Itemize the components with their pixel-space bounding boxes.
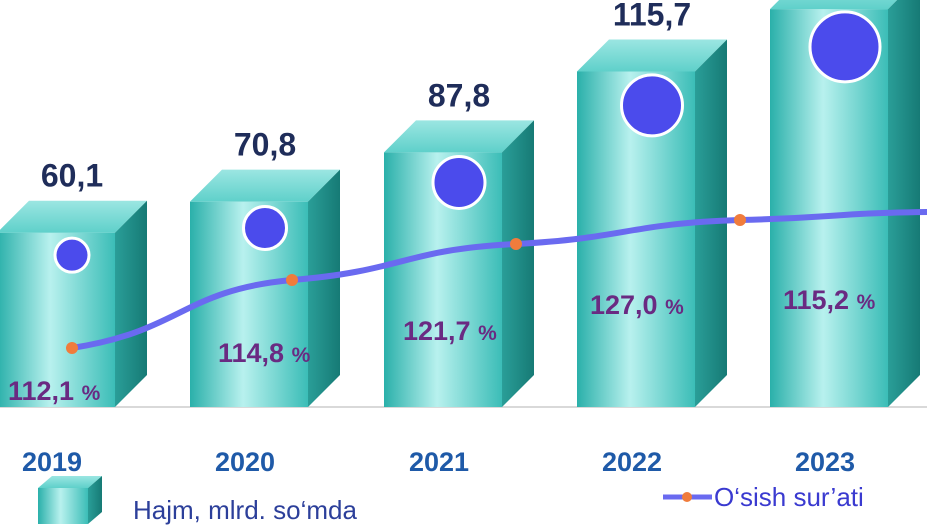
growth-label-2019: 112,1 %	[8, 376, 101, 406]
bars-group	[0, 0, 920, 408]
x-tick-label-2019: 2019	[22, 447, 82, 477]
bar-value-label-2019: 60,1	[41, 158, 103, 194]
legend: Hajm, mlrd. so‘mda O‘sish sur’ati	[38, 476, 864, 525]
growth-label-2021: 121,7 %	[403, 316, 497, 346]
legend-bar-swatch	[38, 476, 102, 524]
growth-label-2023: 115,2 %	[783, 285, 876, 315]
growth-marker-2020	[286, 274, 298, 286]
legend-line-label: O‘sish sur’ati	[714, 482, 864, 512]
bar-value-label-2020: 70,8	[234, 127, 296, 163]
legend-line-swatch	[663, 492, 712, 502]
x-tick-label-2022: 2022	[602, 447, 662, 477]
growth-bubble-2022	[620, 73, 684, 138]
legend-bar-label: Hajm, mlrd. so‘mda	[133, 495, 357, 525]
bar-value-label-2022: 115,7	[613, 0, 691, 32]
growth-line	[69, 209, 927, 351]
x-tick-label-2021: 2021	[409, 447, 469, 477]
growth-marker-2022	[734, 214, 746, 226]
growth-bubble-2020	[242, 204, 288, 251]
growth-line-group	[53, 10, 927, 354]
x-tick-label-2023: 2023	[795, 447, 855, 477]
growth-label-2020: 114,8 %	[218, 338, 311, 368]
growth-bubble-2019	[53, 236, 91, 274]
growth-bubble-2023	[808, 10, 882, 84]
growth-marker-2019	[66, 342, 78, 354]
x-tick-label-2020: 2020	[215, 447, 275, 477]
growth-marker-2021	[510, 238, 522, 250]
bar-value-label-2021: 87,8	[428, 77, 490, 113]
labels-group: 60,1201970,8202087,82021115,72022137,220…	[8, 0, 876, 477]
growth-bubble-2021	[431, 154, 487, 210]
growth-label-2022: 127,0 %	[590, 290, 684, 320]
